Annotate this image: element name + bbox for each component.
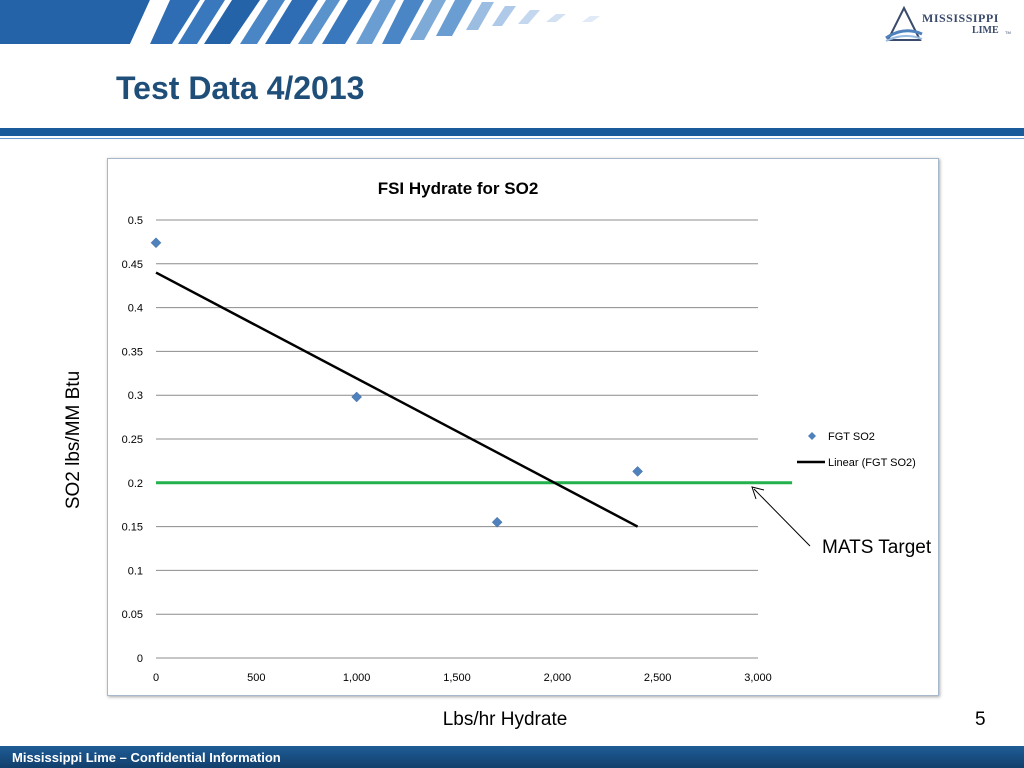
x-tick-label: 2,000 (544, 672, 572, 684)
data-point (351, 391, 363, 403)
logo-mountain-icon (885, 5, 923, 42)
x-tick-label: 0 (153, 672, 159, 684)
x-tick-label: 2,500 (644, 672, 672, 684)
footer-text: Mississippi Lime – Confidential Informat… (12, 750, 281, 765)
header-banner (0, 0, 640, 44)
title-divider-thin (0, 138, 1024, 139)
y-tick-label: 0.35 (122, 346, 143, 358)
y-tick-label: 0.05 (122, 609, 143, 621)
data-point (150, 237, 162, 249)
x-tick-label: 1,000 (343, 672, 371, 684)
legend-marker (808, 432, 816, 440)
logo-text-mississippi: MISSISSIPPI (922, 11, 999, 25)
logo-text-lime: LIME (972, 25, 999, 36)
logo-trademark: TM (1005, 30, 1011, 35)
legend-label: FGT SO2 (828, 431, 875, 443)
annotation-arrow-head (751, 486, 765, 500)
data-point (491, 516, 503, 528)
y-tick-label: 0.3 (128, 390, 143, 402)
trendline (155, 271, 639, 528)
y-tick-label: 0.45 (122, 259, 143, 271)
y-tick-label: 0.5 (128, 215, 143, 227)
y-tick-label: 0.25 (122, 434, 143, 446)
chart-title: FSI Hydrate for SO2 (378, 179, 539, 198)
y-axis-label: SO2 lbs/MM Btu (63, 370, 84, 510)
legend-label: Linear (FGT SO2) (828, 457, 916, 469)
x-axis-label: Lbs/hr Hydrate (442, 709, 568, 730)
y-tick-label: 0.2 (128, 478, 143, 490)
y-tick-label: 0.1 (128, 565, 143, 577)
data-point (632, 466, 643, 477)
x-tick-label: 3,000 (744, 672, 772, 684)
footer-bar: Mississippi Lime – Confidential Informat… (0, 746, 1024, 768)
title-divider (0, 128, 1024, 136)
mats-target-label: MATS Target (822, 537, 932, 558)
chart-frame (107, 158, 939, 696)
slide-title: Test Data 4/2013 (116, 70, 365, 106)
x-tick-label: 1,500 (443, 672, 471, 684)
y-tick-label: 0.15 (122, 522, 143, 534)
page-number: 5 (975, 709, 986, 730)
x-tick-label: 500 (247, 672, 265, 684)
y-tick-label: 0.4 (128, 303, 143, 315)
y-tick-label: 0 (137, 653, 143, 665)
annotation-arrow-shaft (753, 488, 811, 547)
mississippi-lime-logo: MISSISSIPPI LIME TM (884, 4, 1014, 44)
